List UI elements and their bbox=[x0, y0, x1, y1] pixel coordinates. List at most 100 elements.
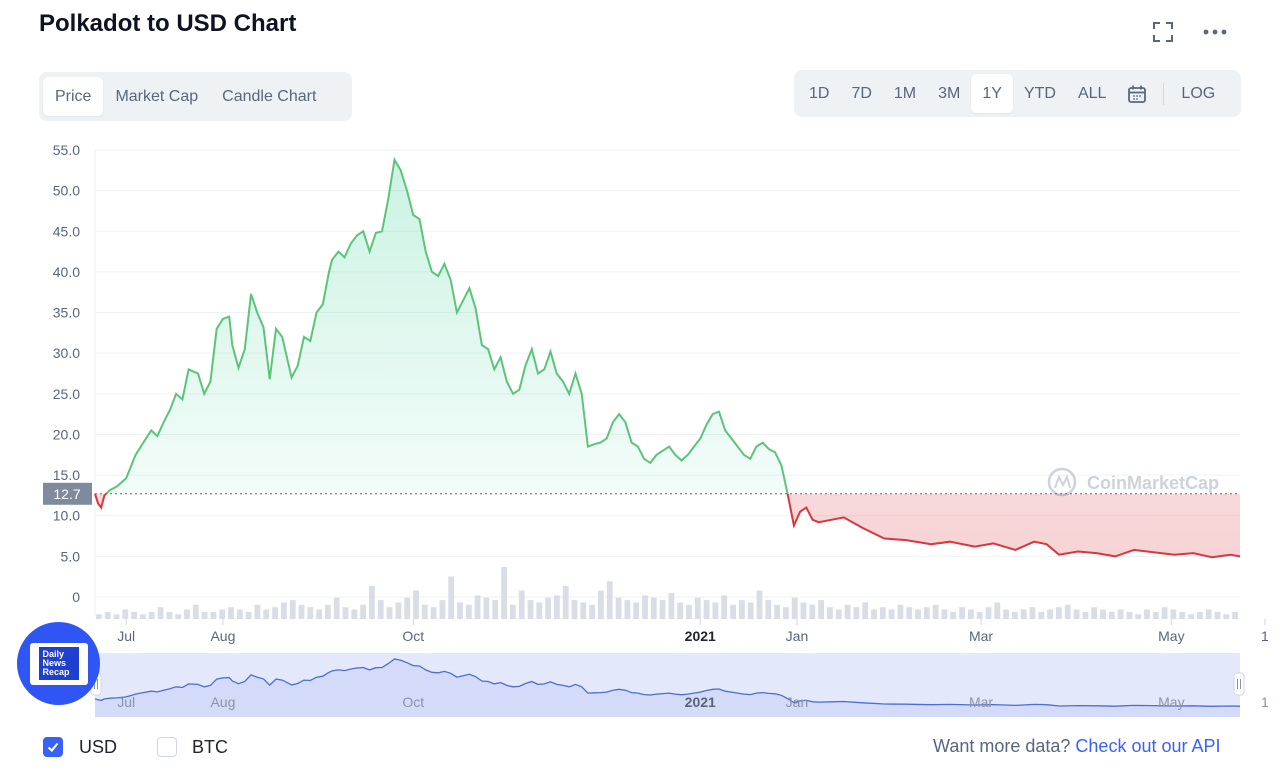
range-7d[interactable]: 7D bbox=[851, 84, 872, 102]
volume-bar bbox=[377, 600, 384, 619]
range-1d[interactable]: 1D bbox=[809, 84, 830, 102]
navigator-tick-label: May bbox=[1158, 694, 1184, 710]
y-tick-label: 30.0 bbox=[53, 345, 80, 361]
volume-bar bbox=[333, 597, 340, 619]
volume-bar bbox=[888, 609, 895, 619]
volume-bar bbox=[113, 614, 120, 619]
volume-bar bbox=[606, 581, 613, 619]
range-ytd[interactable]: YTD bbox=[1023, 84, 1056, 102]
price-chart[interactable]: 55.050.045.040.035.030.025.020.015.010.0… bbox=[0, 130, 1280, 730]
tab-market-cap[interactable]: Market Cap bbox=[115, 87, 199, 105]
volume-bar bbox=[985, 607, 992, 619]
volume-bar bbox=[545, 597, 551, 619]
volume-bar bbox=[219, 609, 226, 619]
area-fill-up bbox=[106, 159, 788, 494]
volume-bar bbox=[483, 597, 490, 619]
volume-bar bbox=[192, 604, 199, 619]
volume-bar bbox=[1020, 609, 1027, 619]
volume-bar bbox=[351, 609, 358, 619]
calendar-icon[interactable] bbox=[1117, 74, 1157, 113]
volume-bar bbox=[932, 604, 939, 619]
x-tick-label: 1 bbox=[1261, 628, 1269, 644]
btc-checkbox[interactable] bbox=[157, 737, 177, 757]
volume-bar bbox=[140, 614, 146, 619]
volume-bar bbox=[721, 595, 728, 619]
price-line-up bbox=[95, 156, 789, 494]
y-tick-label: 35.0 bbox=[53, 305, 80, 321]
volume-bar bbox=[1038, 611, 1045, 619]
volume-bar bbox=[184, 609, 190, 619]
volume-bar bbox=[360, 604, 366, 619]
volume-bar bbox=[1091, 607, 1098, 619]
volume-bar bbox=[756, 590, 763, 619]
navigator-right-handle[interactable] bbox=[1233, 672, 1245, 696]
navigator-tick-label: Oct bbox=[402, 694, 424, 710]
reference-price-label: 12.7 bbox=[53, 486, 80, 502]
y-tick-label: 5.0 bbox=[61, 548, 81, 564]
volume-bar bbox=[289, 600, 296, 619]
range-all[interactable]: ALL bbox=[1077, 84, 1107, 102]
volume-bar bbox=[157, 607, 164, 619]
range-3m[interactable]: 3M bbox=[938, 84, 961, 102]
volume-bar bbox=[404, 597, 411, 619]
volume-bar bbox=[1100, 609, 1106, 619]
volume-bar bbox=[827, 607, 833, 619]
tab-price[interactable]: Price bbox=[43, 77, 104, 116]
volume-bar bbox=[465, 604, 472, 619]
volume-bar bbox=[1161, 607, 1168, 619]
volume-bar bbox=[281, 602, 287, 619]
range-1m[interactable]: 1M bbox=[893, 84, 917, 102]
api-link[interactable]: Check out our API bbox=[1075, 736, 1221, 756]
volume-bar bbox=[457, 602, 463, 619]
view-tab-group: Price Market Cap Candle Chart bbox=[39, 72, 352, 121]
range-navigator[interactable]: Jul Aug Oct 2021 Jan Mar May 1 bbox=[90, 653, 1269, 717]
volume-bar bbox=[1179, 611, 1186, 619]
volume-bar bbox=[950, 611, 957, 619]
volume-bar bbox=[1170, 609, 1177, 619]
volume-bar bbox=[448, 576, 455, 619]
reference-price-line: 12.7 bbox=[43, 482, 1240, 505]
log-scale-toggle[interactable]: LOG bbox=[1181, 84, 1216, 102]
volume-bar bbox=[791, 597, 798, 619]
volume-bar bbox=[879, 607, 886, 619]
volume-bar bbox=[254, 604, 261, 619]
volume-bar bbox=[1197, 611, 1203, 619]
usd-checkbox[interactable] bbox=[43, 737, 63, 757]
navigator-tick-label: Jul bbox=[117, 694, 135, 710]
y-tick-label: 10.0 bbox=[53, 508, 80, 524]
volume-bar bbox=[774, 604, 780, 619]
volume-bar bbox=[1117, 609, 1124, 619]
x-tick-label: Jul bbox=[117, 628, 135, 644]
api-note-text: Want more data? bbox=[933, 736, 1071, 756]
fullscreen-icon[interactable] bbox=[1150, 20, 1176, 44]
volume-bar bbox=[1108, 611, 1115, 619]
volume-bar bbox=[906, 607, 913, 619]
volume-bar bbox=[1082, 611, 1089, 619]
btc-label: BTC bbox=[192, 737, 228, 757]
volume-bar bbox=[844, 604, 851, 619]
volume-bar bbox=[994, 602, 1001, 619]
volume-bar bbox=[897, 604, 904, 619]
x-tick-label: Mar bbox=[969, 628, 993, 644]
more-horizontal-icon[interactable] bbox=[1200, 20, 1230, 44]
volume-bar bbox=[730, 604, 736, 619]
handle-grip bbox=[1233, 672, 1245, 696]
watermark: CoinMarketCap bbox=[1047, 467, 1219, 497]
volume-bar bbox=[1064, 604, 1071, 619]
y-tick-label: 55.0 bbox=[53, 142, 80, 158]
volume-bar bbox=[959, 607, 965, 619]
y-tick-label: 40.0 bbox=[53, 264, 80, 280]
volume-bar bbox=[571, 600, 578, 619]
volume-bar bbox=[694, 597, 701, 619]
volume-bar bbox=[430, 607, 437, 619]
volume-bar bbox=[968, 609, 974, 619]
volume-bar bbox=[1012, 611, 1018, 619]
volume-bar bbox=[633, 602, 640, 619]
tab-candle-chart[interactable]: Candle Chart bbox=[222, 87, 317, 105]
range-1y[interactable]: 1Y bbox=[971, 74, 1013, 113]
volume-bar bbox=[853, 607, 860, 619]
volume-bar bbox=[175, 614, 182, 619]
svg-text:CoinMarketCap: CoinMarketCap bbox=[1087, 473, 1219, 493]
volume-bar bbox=[518, 590, 525, 619]
navigator-tick-label: 2021 bbox=[685, 694, 716, 710]
